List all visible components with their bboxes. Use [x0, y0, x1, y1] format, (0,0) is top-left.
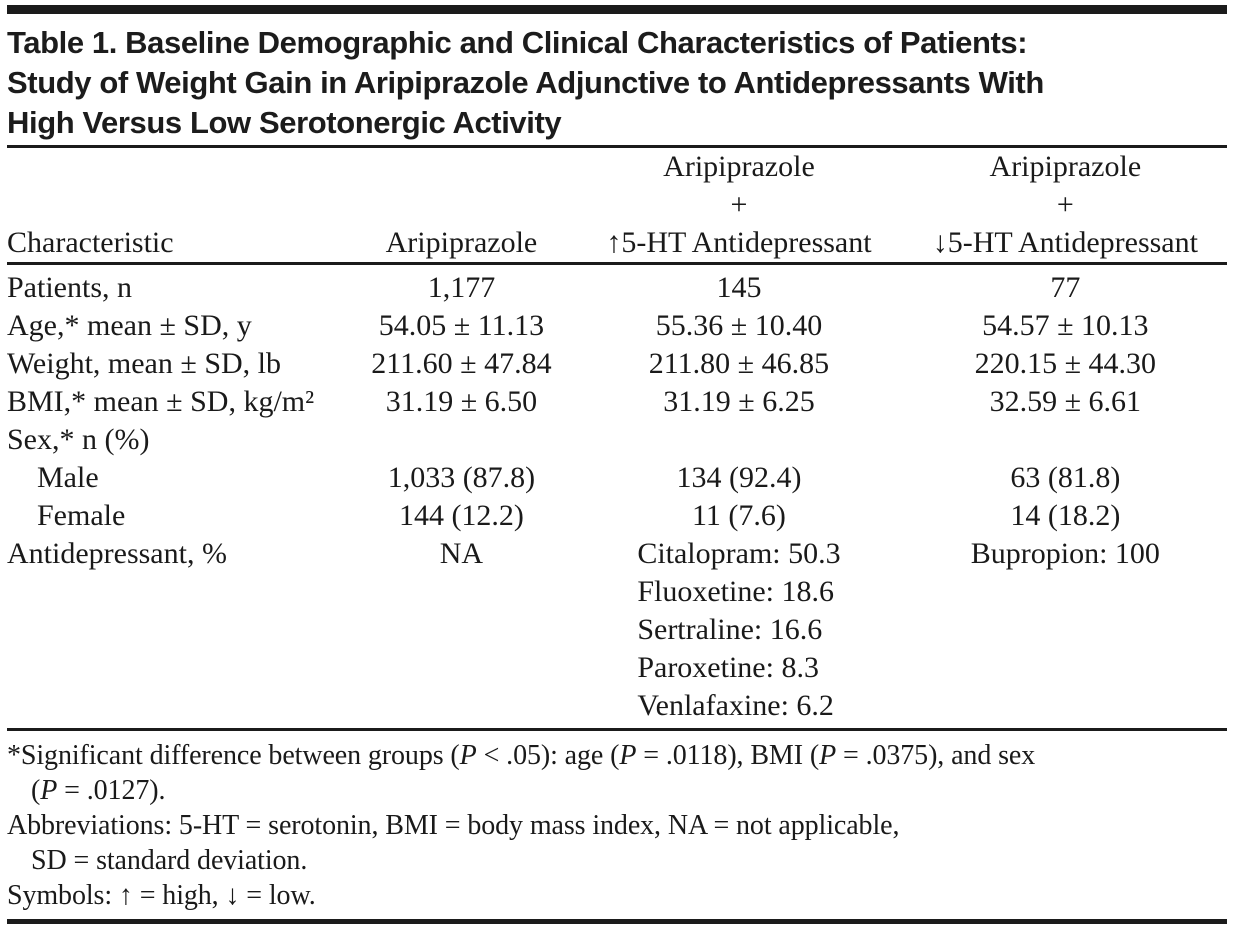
- bottom-rule: [7, 919, 1227, 924]
- footnote-italic-p: P: [819, 740, 837, 771]
- cell-value: 211.60 ± 47.84: [371, 347, 552, 380]
- cell-value: [574, 421, 903, 459]
- cell-value: Citalopram: 50.3 Fluoxetine: 18.6 Sertrali…: [574, 535, 903, 730]
- row-label: Antidepressant, %: [7, 537, 227, 570]
- footnote-text: SD = standard deviation.: [31, 845, 308, 876]
- cell-value: 14 (18.2): [1010, 499, 1121, 532]
- footnote-text: *Significant difference between groups (: [7, 740, 460, 771]
- cell-value: 63 (81.8): [1010, 461, 1121, 494]
- drug-percentage-item: Venlafaxine: 6.2: [637, 689, 834, 722]
- cell-value: 1,033 (87.8): [387, 461, 536, 494]
- cell-value: 1,177: [427, 271, 496, 304]
- top-rule: [7, 5, 1227, 14]
- footnote-italic-p: P: [459, 740, 477, 771]
- cell-value: [349, 421, 575, 459]
- column-header-aripiprazole-low-5ht: Aripiprazole + ↓5-HT Antidepressant: [903, 148, 1227, 265]
- table-row: BMI,* mean ± SD, kg/m² 31.19 ± 6.50 31.19 …: [7, 383, 1227, 421]
- footnote-line: *Significant difference between groups (…: [7, 738, 1227, 773]
- cell-value: 77: [1050, 271, 1081, 304]
- drug-percentage-list: Citalopram: 50.3 Fluoxetine: 18.6 Sertrali…: [637, 535, 840, 725]
- drug-percentage-item: Bupropion: 100: [970, 537, 1160, 570]
- table-row: Antidepressant, % NA Citalopram: 50.3 Fluox…: [7, 535, 1227, 730]
- column-header-line: Aripiprazole: [663, 150, 815, 183]
- footnote-text: Abbreviations: 5-HT = serotonin, BMI = b…: [7, 810, 900, 841]
- drug-percentage-item: Sertraline: 16.6: [637, 613, 823, 646]
- column-header-line: +: [730, 188, 748, 221]
- table-row: Male 1,033 (87.8) 134 (92.4) 63 (81.8): [7, 459, 1227, 497]
- drug-percentage-item: Fluoxetine: 18.6: [637, 575, 834, 608]
- row-label: Patients, n: [7, 271, 132, 304]
- footnote-line: Symbols: ↑ = high, ↓ = low.: [7, 878, 1227, 913]
- column-header-line: ↑5-HT Antidepressant: [606, 226, 872, 259]
- column-header-line: Aripiprazole: [385, 226, 538, 259]
- table-title-line-2: Study of Weight Gain in Aripiprazole Adj…: [7, 65, 1044, 100]
- footnote-line: (P = .0127).: [7, 773, 1227, 808]
- column-header-line: +: [1056, 188, 1074, 221]
- title-rule: [7, 145, 1227, 148]
- drug-percentage-item: Citalopram: 50.3: [637, 537, 841, 570]
- cell-value: 31.19 ± 6.50: [385, 385, 538, 418]
- table-row: Female 144 (12.2) 11 (7.6) 14 (18.2): [7, 497, 1227, 535]
- row-label: Male: [37, 461, 99, 494]
- footnote-italic-p: P: [40, 775, 58, 806]
- drug-percentage-item: Paroxetine: 8.3: [637, 651, 819, 684]
- footnote-text: (: [31, 775, 41, 806]
- column-header-line: Characteristic: [7, 226, 174, 259]
- cell-value: 54.57 ± 10.13: [982, 309, 1149, 342]
- table-title-line-3: High Versus Low Serotonergic Activity: [7, 105, 562, 140]
- cell-value: Bupropion: 100: [904, 535, 1227, 730]
- column-header-line: Aripiprazole: [989, 150, 1142, 183]
- footnotes: *Significant difference between groups (…: [7, 731, 1227, 919]
- cell-value: 32.59 ± 6.61: [989, 385, 1142, 418]
- cell-value: 31.19 ± 6.25: [663, 385, 815, 418]
- cell-value: 134 (92.4): [676, 461, 802, 494]
- row-label: BMI,* mean ± SD, kg/m²: [7, 385, 315, 418]
- table-title: Table 1. Baseline Demographic and Clinic…: [7, 23, 1227, 143]
- footnote-line: SD = standard deviation.: [7, 843, 1227, 878]
- column-header-aripiprazole-high-5ht: Aripiprazole + ↑5-HT Antidepressant: [574, 148, 904, 265]
- footnote-line: Abbreviations: 5-HT = serotonin, BMI = b…: [7, 808, 1227, 843]
- table-row: Age,* mean ± SD, y 54.05 ± 11.13 55.36 ± 1…: [7, 307, 1227, 345]
- row-label: Female: [37, 499, 126, 532]
- column-header-aripiprazole: Aripiprazole: [348, 148, 575, 265]
- footnote-text: = .0127).: [57, 775, 166, 806]
- cell-value: 145: [716, 271, 762, 304]
- cell-value: 144 (12.2): [398, 499, 524, 532]
- footnote-text: = .0375), and sex: [836, 740, 1036, 771]
- footnote-text: < .05): age (: [476, 740, 620, 771]
- column-header-line: ↓5-HT Antidepressant: [932, 226, 1198, 259]
- table-row: Weight, mean ± SD, lb 211.60 ± 47.84 211.8…: [7, 345, 1227, 383]
- cell-value: 54.05 ± 11.13: [378, 309, 545, 342]
- footnote-text: = .0118), BMI (: [636, 740, 820, 771]
- cell-value: 11 (7.6): [692, 499, 786, 532]
- cell-value: 220.15 ± 44.30: [974, 347, 1157, 380]
- row-label: Sex,* n (%): [7, 423, 150, 456]
- cell-value: NA: [439, 537, 484, 570]
- row-label: Age,* mean ± SD, y: [7, 309, 252, 342]
- table-row: Sex,* n (%): [7, 421, 1227, 459]
- table-title-line-1: Table 1. Baseline Demographic and Clinic…: [7, 25, 1028, 60]
- table-header-row: Characteristic Aripiprazole Aripiprazole + ↑…: [7, 148, 1227, 265]
- footnote-italic-p: P: [619, 740, 637, 771]
- cell-value: 55.36 ± 10.40: [655, 309, 823, 342]
- drug-percentage-list: Bupropion: 100: [971, 535, 1160, 573]
- characteristics-table: Characteristic Aripiprazole Aripiprazole + ↑…: [7, 148, 1227, 731]
- cell-value: [904, 421, 1227, 459]
- footnote-text: Symbols: ↑ = high, ↓ = low.: [7, 880, 316, 911]
- cell-value: 211.80 ± 46.85: [648, 347, 830, 380]
- table-row: Patients, n 1,177 145 77: [7, 264, 1227, 308]
- row-label: Weight, mean ± SD, lb: [7, 347, 282, 380]
- column-header-characteristic: Characteristic: [7, 148, 349, 265]
